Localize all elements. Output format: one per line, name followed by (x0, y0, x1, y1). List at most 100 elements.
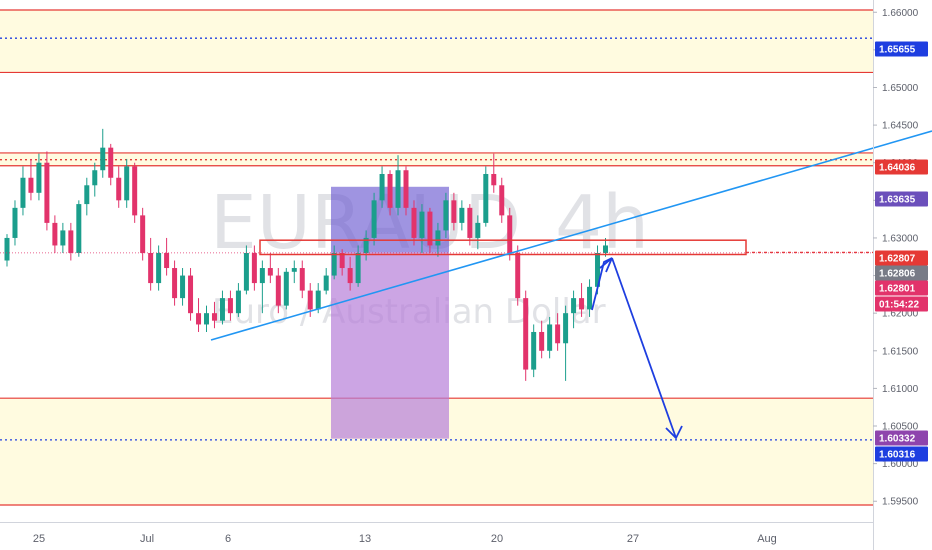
candle-body (483, 173, 489, 223)
candle-body (219, 298, 225, 321)
candle-body (20, 177, 26, 208)
candle-body (100, 147, 106, 171)
price-label-tag (875, 280, 928, 296)
candle-body (395, 170, 401, 208)
candle-body (132, 166, 138, 216)
candle-body (579, 298, 585, 310)
time-tick-label: 6 (225, 533, 231, 545)
candle-body (451, 200, 457, 223)
candle-body (259, 268, 265, 284)
candle-body (235, 290, 241, 314)
price-label-text: 1.62806 (879, 269, 916, 280)
price-axis[interactable] (0, 0, 874, 550)
price-label-text: 1.62807 (879, 254, 916, 265)
candle-body (371, 200, 377, 238)
candle-body (563, 313, 569, 344)
price-label-tag (875, 191, 928, 207)
candle-body (515, 252, 521, 299)
candle-body (419, 211, 425, 238)
price-label-tag (875, 265, 928, 281)
candle-body (355, 252, 361, 284)
candle-body (108, 147, 114, 178)
price-tick-label: 1.66000 (882, 8, 919, 19)
candle-body (539, 331, 545, 351)
candle-body (227, 298, 233, 314)
candle-body (44, 162, 50, 223)
candle-body (243, 252, 249, 291)
candle-body (387, 173, 393, 208)
candle-body (267, 268, 273, 276)
candle-body (283, 271, 289, 306)
time-tick-label: 27 (627, 533, 639, 545)
price-tick-label: 1.61500 (882, 346, 919, 357)
candle-body (435, 230, 441, 246)
candle-body (475, 222, 481, 238)
price-label-text: 1.60332 (879, 434, 916, 445)
candle-body (331, 252, 337, 276)
time-tick-label: 20 (491, 533, 503, 545)
price-label-tag (875, 446, 928, 462)
projection-target-zone[interactable] (331, 252, 449, 439)
candle-body (587, 286, 593, 310)
candle-body (347, 268, 353, 284)
candle-body (547, 324, 553, 351)
price-label-text: 1.65655 (879, 45, 916, 56)
price-tick-label: 1.60500 (882, 422, 919, 433)
candle-body (12, 207, 18, 238)
candle-body (307, 290, 313, 310)
watermark-interval: 4h (555, 180, 649, 266)
candle-body (379, 173, 385, 201)
candle-body (291, 268, 297, 272)
price-tick-label: 1.63000 (882, 233, 919, 244)
candle-body (363, 237, 369, 253)
candle-body (211, 313, 217, 321)
price-tick-label: 1.65000 (882, 83, 919, 94)
time-tick-label: 25 (33, 533, 45, 545)
candle-body (595, 252, 601, 287)
candle-body (84, 185, 90, 205)
price-tick-label: 1.60000 (882, 459, 919, 470)
candle-body (339, 252, 345, 269)
price-tick-label: 1.62000 (882, 309, 919, 320)
candle-body (459, 207, 465, 223)
price-label-text: 1.63635 (879, 195, 916, 206)
candle-body (499, 185, 505, 216)
candle-body (323, 275, 329, 291)
candle-body (60, 230, 66, 246)
candle-body (76, 204, 82, 253)
candle-body (28, 177, 34, 193)
candle-body (156, 252, 162, 284)
path-arrow-head-up (599, 257, 613, 273)
candle-body (531, 331, 537, 370)
key-level-box[interactable] (259, 239, 747, 256)
candle-body (116, 177, 122, 201)
drawing-tools[interactable] (0, 130, 932, 440)
candle-body (4, 237, 10, 261)
candle-body (299, 268, 305, 291)
support-resistance-zones (0, 9, 873, 506)
candle-body (196, 313, 202, 325)
candle-body (467, 207, 473, 238)
candle-body (52, 222, 58, 246)
candle-body (403, 170, 409, 208)
price-label-tag (875, 296, 928, 312)
price-label-text: 1.60316 (879, 450, 916, 461)
price-label-text: 1.64036 (879, 163, 916, 174)
time-tick-label: 13 (359, 533, 371, 545)
trend-line[interactable] (210, 130, 932, 341)
price-axis-labels: 1.65655 1.64036 1.63635 1.62807 1.62806 1.628… (875, 41, 928, 462)
price-label-tag (875, 159, 928, 175)
candle-body (140, 215, 146, 253)
candle-body (251, 252, 257, 284)
candle-body (68, 230, 74, 253)
time-tick-label: Jul (140, 533, 154, 545)
candlestick-series (4, 128, 608, 381)
price-label-text: 01:54:22 (879, 300, 919, 311)
candle-body (411, 207, 417, 238)
candle-body (427, 211, 433, 246)
candle-body (172, 268, 178, 299)
path-down-leg[interactable] (611, 257, 677, 439)
candle-body (180, 275, 186, 299)
candle-body (275, 275, 281, 306)
